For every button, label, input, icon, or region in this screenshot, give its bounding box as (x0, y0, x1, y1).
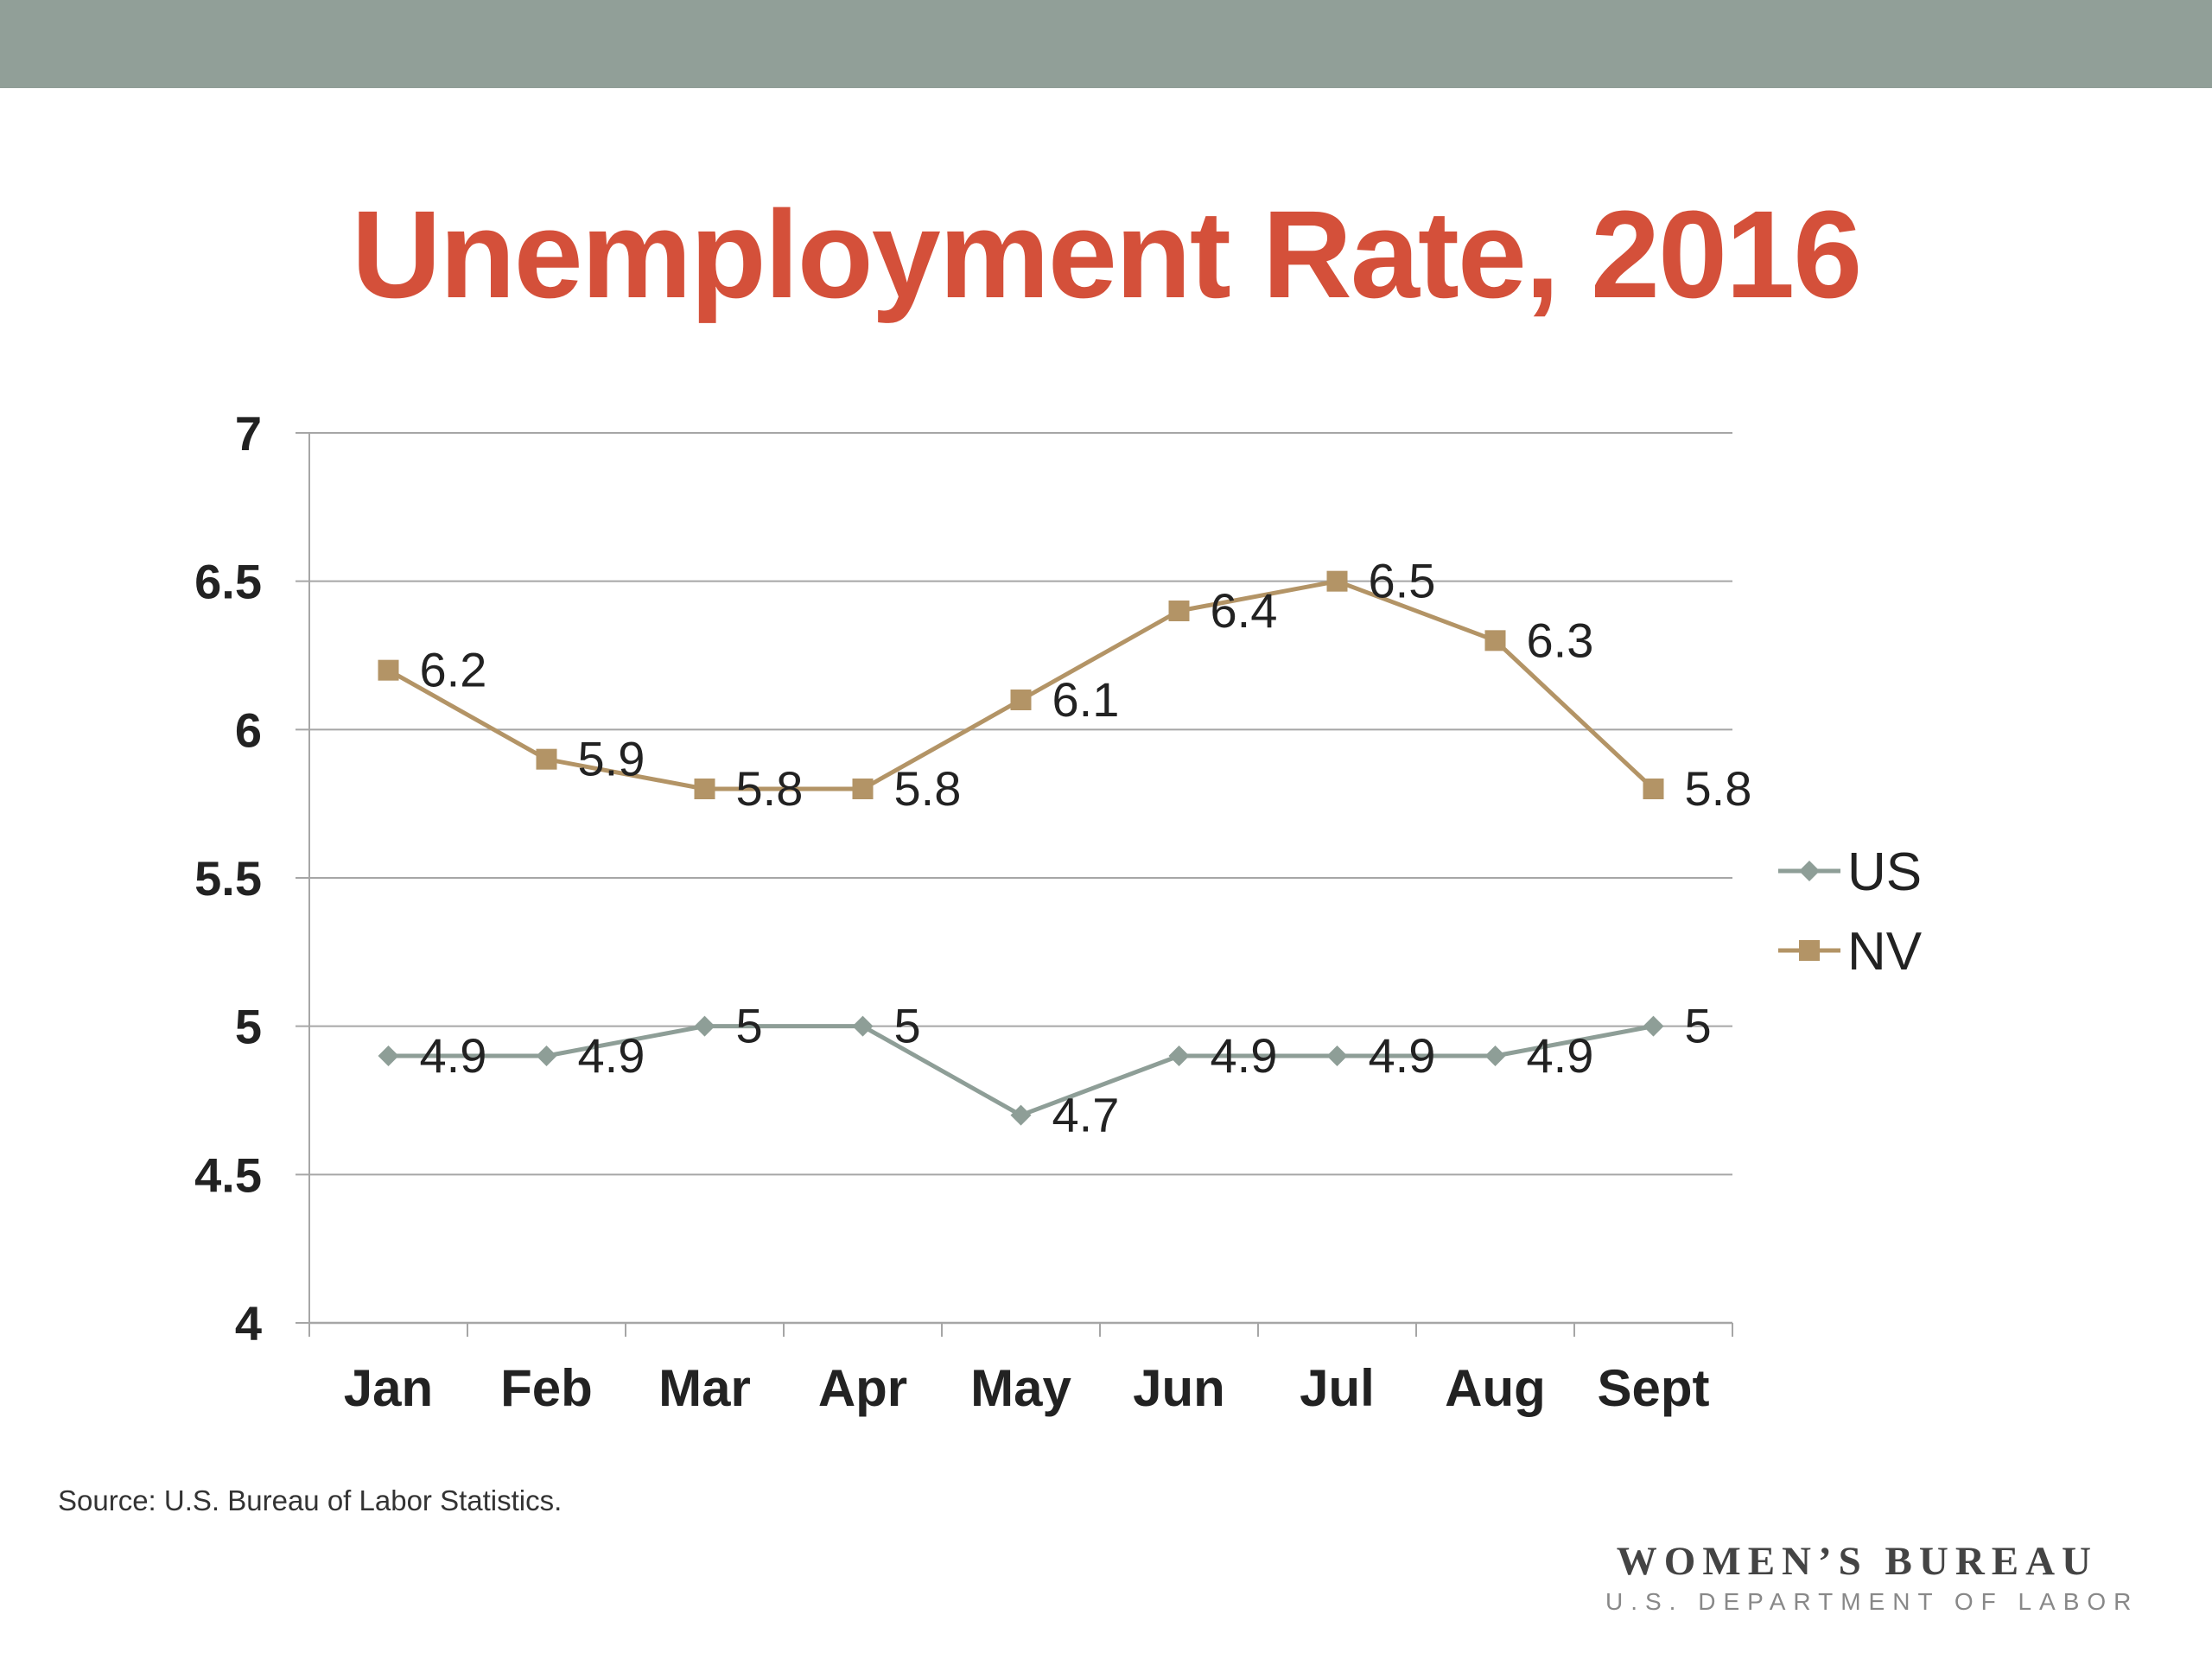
x-tick-label: Jun (1133, 1359, 1225, 1417)
axes: 4 4.5 5 5.5 6 6.5 7 Jan Feb Mar Apr May Jun Jul Aug Sep… (194, 406, 1733, 1417)
data-label-us: 4.9 (420, 1028, 487, 1083)
x-tick-label: Mar (658, 1359, 751, 1417)
legend-marker-nv (1799, 940, 1820, 961)
data-labels: 4.9 4.9 5 5 4.7 4.9 4.9 4.9 5 6.2 5.9 5.8 5.8 6.1 6.4 6… (420, 554, 1752, 1142)
source-note: Source: U.S. Bureau of Labor Statistics. (58, 1484, 563, 1516)
data-label-nv: 5.8 (736, 761, 804, 816)
x-tick-label: Jan (344, 1359, 433, 1417)
data-label-nv: 6.4 (1211, 583, 1278, 638)
y-tick-label: 7 (235, 406, 262, 461)
data-label-us: 4.9 (578, 1028, 645, 1083)
data-point-nv (536, 748, 557, 770)
data-point-nv (1484, 630, 1506, 652)
series-group (378, 570, 1664, 1126)
data-point-nv (1643, 779, 1664, 799)
data-point-us (1326, 1046, 1348, 1066)
data-label-nv: 5.8 (894, 761, 962, 816)
womens-bureau-logo: WOMEN’S BUREAU U.S. DEPARTMENT OF LABOR (1605, 1538, 2139, 1616)
legend-label-us: US (1847, 842, 1922, 902)
y-tick-label: 6 (235, 702, 262, 757)
data-label-nv: 6.3 (1527, 613, 1594, 667)
data-point-us (1643, 1015, 1664, 1037)
legend-label-nv: NV (1847, 922, 1923, 982)
x-tick-label: Jul (1300, 1359, 1375, 1417)
data-label-nv: 6.1 (1052, 672, 1120, 727)
top-accent-bar (0, 0, 2212, 88)
data-point-nv (1168, 601, 1190, 621)
data-label-us: 5 (736, 999, 763, 1053)
data-label-us: 4.9 (1369, 1028, 1436, 1083)
x-tick-label: Feb (500, 1359, 593, 1417)
data-label-nv: 6.2 (420, 643, 487, 697)
data-label-us: 5 (1685, 999, 1712, 1053)
legend: US NV (1778, 842, 1923, 982)
data-label-us: 4.7 (1052, 1088, 1120, 1142)
x-tick-label: Apr (818, 1359, 907, 1417)
data-point-us (694, 1015, 715, 1037)
data-label-us: 4.9 (1527, 1028, 1594, 1083)
data-label-us: 4.9 (1211, 1028, 1278, 1083)
data-point-us (378, 1046, 399, 1066)
data-point-us (1168, 1046, 1190, 1066)
data-point-nv (1010, 690, 1032, 710)
data-label-us: 5 (894, 999, 921, 1053)
y-tick-label: 4 (235, 1296, 262, 1351)
data-label-nv: 6.5 (1369, 554, 1436, 608)
data-point-nv (378, 659, 399, 681)
data-point-us (536, 1046, 557, 1066)
y-tick-label: 4.5 (194, 1147, 262, 1202)
x-tick-label: Aug (1445, 1359, 1546, 1417)
data-point-nv (694, 779, 715, 799)
data-point-us (1484, 1046, 1506, 1066)
x-tick-label: May (970, 1359, 1071, 1417)
data-label-nv: 5.8 (1685, 761, 1752, 816)
grid-lines (296, 432, 1732, 1324)
data-point-nv (1326, 570, 1348, 592)
chart-title: Unemployment Rate, 2016 (351, 185, 1863, 324)
x-tick-label: Sept (1597, 1359, 1709, 1417)
data-point-us (1010, 1104, 1032, 1126)
y-tick-label: 5.5 (194, 851, 262, 906)
data-point-nv (852, 779, 874, 799)
logo-title: WOMEN’S BUREAU (1616, 1539, 2098, 1584)
logo-subtitle: U.S. DEPARTMENT OF LABOR (1605, 1588, 2139, 1615)
data-label-nv: 5.9 (578, 732, 645, 786)
y-tick-label: 5 (235, 1000, 262, 1054)
data-point-us (852, 1015, 874, 1037)
y-tick-label: 6.5 (194, 555, 262, 609)
legend-marker-us (1799, 861, 1820, 881)
